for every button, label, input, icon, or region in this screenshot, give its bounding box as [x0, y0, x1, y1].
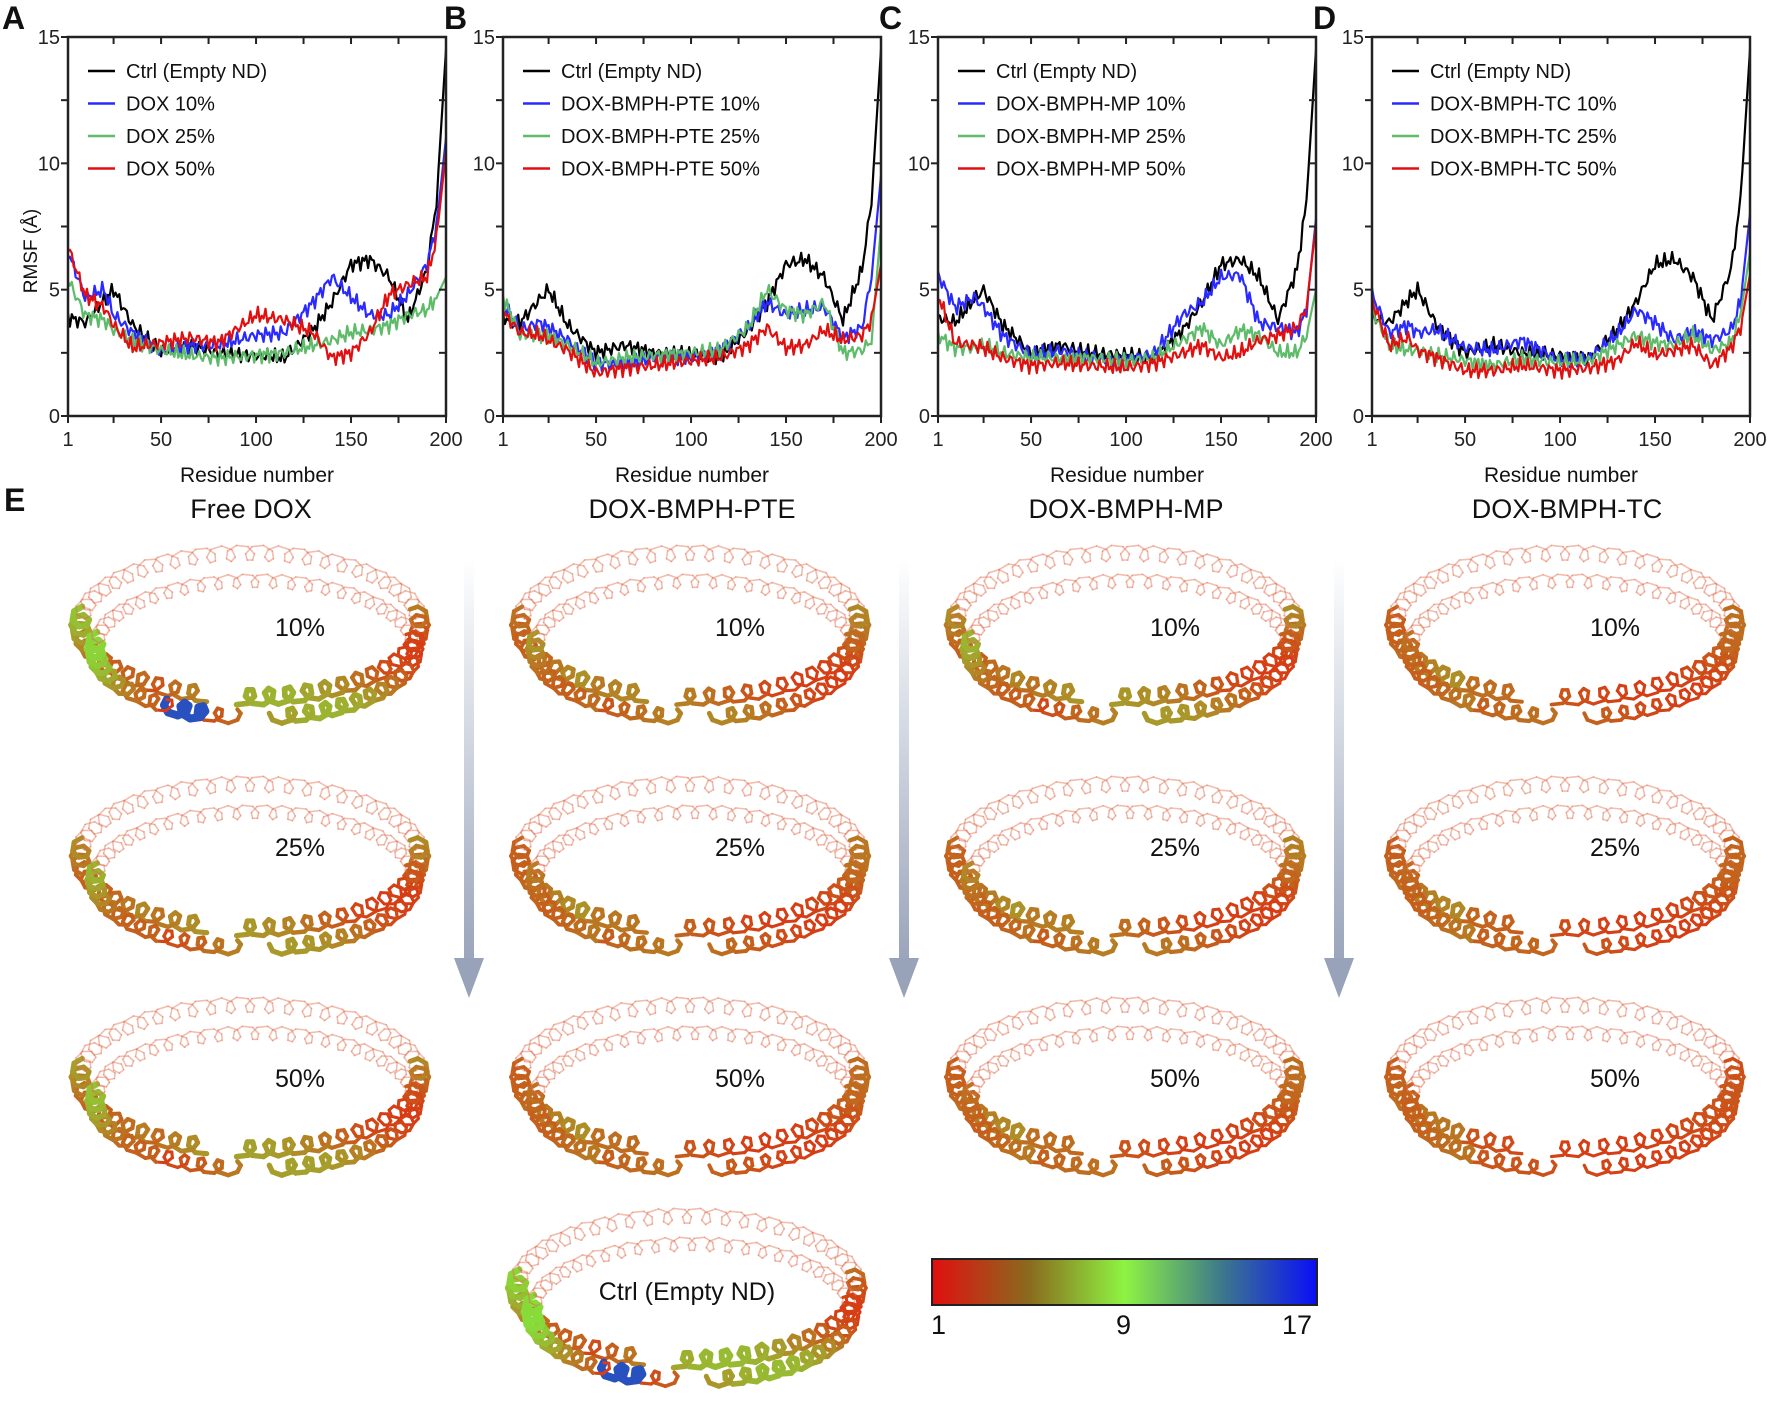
legend-label: Ctrl (Empty ND): [561, 61, 702, 83]
y-tick-label: 0: [919, 406, 930, 428]
y-tick-label: 5: [1353, 280, 1364, 302]
loading-percentage-label: 50%: [1115, 1065, 1235, 1094]
nanodisc-structure: [925, 989, 1325, 1204]
series-line: [938, 224, 1316, 374]
down-arrow-icon: [889, 558, 919, 998]
legend-label: Ctrl (Empty ND): [126, 61, 267, 83]
y-tick-label: 10: [908, 153, 930, 175]
down-arrow-icon: [1324, 558, 1354, 998]
x-tick-label: 150: [769, 429, 802, 451]
colorbar-max-label: 17: [1282, 1310, 1312, 1341]
nanodisc-structure: [490, 989, 890, 1204]
control-label: Ctrl (Empty ND): [557, 1278, 817, 1307]
nanodisc-structure: [490, 537, 890, 752]
control-nanodisc-structure: [487, 1200, 887, 1415]
column-title-pte: DOX-BMPH-PTE: [482, 494, 902, 525]
loading-percentage-label: 50%: [1555, 1065, 1675, 1094]
legend-label: DOX-BMPH-PTE 25%: [561, 126, 760, 148]
legend-label: DOX-BMPH-TC 50%: [1430, 159, 1617, 181]
nanodisc-structure: [50, 768, 450, 983]
y-tick-label: 15: [473, 27, 495, 49]
nanodisc-structure: [50, 537, 450, 752]
nanodisc-structure: [50, 989, 450, 1204]
legend-label: DOX 50%: [126, 159, 215, 181]
loading-percentage-label: 10%: [240, 614, 360, 643]
loading-percentage-label: 25%: [1555, 834, 1675, 863]
nanodisc-structure: [925, 537, 1325, 752]
x-tick-label: 100: [239, 429, 272, 451]
panel-letter-e: E: [4, 482, 25, 519]
x-tick-label: 50: [150, 429, 172, 451]
x-axis-label-a: Residue number: [68, 464, 446, 488]
x-tick-label: 150: [1638, 429, 1671, 451]
y-tick-label: 15: [1342, 27, 1364, 49]
x-tick-label: 50: [1020, 429, 1042, 451]
series-line: [503, 227, 881, 367]
loading-percentage-label: 25%: [1115, 834, 1235, 863]
x-tick-label: 100: [1109, 429, 1142, 451]
legend-label: DOX-BMPH-MP 50%: [996, 159, 1186, 181]
x-tick-label: 100: [1543, 429, 1576, 451]
x-tick-label: 1: [1366, 429, 1377, 451]
x-tick-label: 1: [497, 429, 508, 451]
y-tick-label: 0: [484, 406, 495, 428]
legend-label: DOX-BMPH-PTE 10%: [561, 94, 760, 116]
x-axis-label-d: Residue number: [1372, 464, 1750, 488]
column-title-free-dox: Free DOX: [41, 494, 461, 525]
loading-percentage-label: 10%: [680, 614, 800, 643]
loading-percentage-label: 25%: [680, 834, 800, 863]
colorbar-min-label: 1: [931, 1310, 946, 1341]
legend-label: Ctrl (Empty ND): [1430, 61, 1571, 83]
legend-label: DOX-BMPH-TC 25%: [1430, 126, 1617, 148]
y-tick-label: 15: [38, 27, 60, 49]
nanodisc-structure: [1365, 768, 1765, 983]
x-tick-label: 100: [674, 429, 707, 451]
x-tick-label: 1: [62, 429, 73, 451]
x-tick-label: 150: [1204, 429, 1237, 451]
loading-percentage-label: 10%: [1115, 614, 1235, 643]
x-tick-label: 200: [1733, 429, 1766, 451]
nanodisc-structure: [1365, 537, 1765, 752]
legend-label: DOX 10%: [126, 94, 215, 116]
y-tick-label: 0: [1353, 406, 1364, 428]
y-axis-label-a: RMSF (Å): [21, 191, 43, 311]
rmsf-colorbar: [931, 1258, 1318, 1306]
series-line: [68, 138, 446, 355]
nanodisc-structure: [1365, 989, 1765, 1204]
legend-label: DOX-BMPH-MP 10%: [996, 94, 1186, 116]
down-arrow-icon: [454, 558, 484, 998]
x-axis-label-c: Residue number: [938, 464, 1316, 488]
y-tick-label: 0: [49, 406, 60, 428]
y-tick-label: 5: [49, 280, 60, 302]
legend-label: Ctrl (Empty ND): [996, 61, 1137, 83]
nanodisc-structure: [925, 768, 1325, 983]
nanodisc-structure: [490, 768, 890, 983]
loading-percentage-label: 50%: [240, 1065, 360, 1094]
legend-label: DOX 25%: [126, 126, 215, 148]
loading-percentage-label: 10%: [1555, 614, 1675, 643]
column-title-tc: DOX-BMPH-TC: [1357, 494, 1772, 525]
y-tick-label: 10: [473, 153, 495, 175]
x-axis-label-b: Residue number: [503, 464, 881, 488]
legend-label: DOX-BMPH-MP 25%: [996, 126, 1186, 148]
y-tick-label: 5: [919, 280, 930, 302]
y-tick-label: 10: [1342, 153, 1364, 175]
x-tick-label: 50: [585, 429, 607, 451]
legend-label: DOX-BMPH-PTE 50%: [561, 159, 760, 181]
x-tick-label: 50: [1454, 429, 1476, 451]
y-tick-label: 15: [908, 27, 930, 49]
x-tick-label: 150: [334, 429, 367, 451]
column-title-mp: DOX-BMPH-MP: [916, 494, 1336, 525]
y-tick-label: 10: [38, 153, 60, 175]
y-tick-label: 5: [484, 280, 495, 302]
colorbar-mid-label: 9: [1116, 1310, 1131, 1341]
loading-percentage-label: 25%: [240, 834, 360, 863]
loading-percentage-label: 50%: [680, 1065, 800, 1094]
x-tick-label: 1: [932, 429, 943, 451]
legend-label: DOX-BMPH-TC 10%: [1430, 94, 1617, 116]
